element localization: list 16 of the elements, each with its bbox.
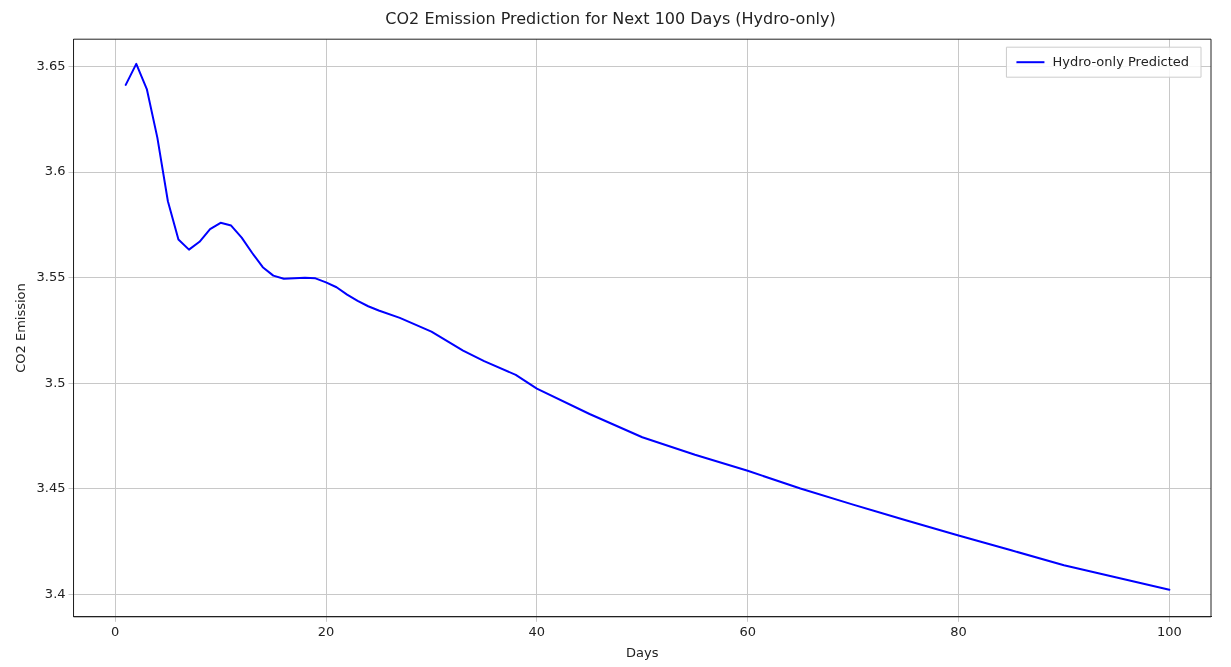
legend-label: Hydro-only Predicted (1052, 53, 1190, 69)
y-tick-label: 3.45 (36, 480, 66, 496)
y-tick-label: 3.4 (44, 585, 66, 601)
x-tick-label: 80 (950, 623, 967, 639)
y-tick-label: 3.65 (36, 57, 66, 73)
x-tick-label: 20 (317, 623, 335, 639)
x-tick-label: 100 (1156, 623, 1182, 639)
y-tick-label: 3.55 (36, 269, 66, 285)
y-tick-label: 3.6 (44, 163, 66, 179)
x-axis-title: Days (626, 644, 659, 660)
y-axis-title: CO2 Emission (13, 283, 29, 373)
x-tick-label: 0 (111, 623, 120, 639)
x-tick-label: 60 (739, 623, 756, 639)
x-tick-label: 40 (528, 623, 546, 639)
chart-title: CO2 Emission Prediction for Next 100 Days (Hydro-only) (385, 8, 836, 28)
y-tick-label: 3.5 (44, 374, 66, 390)
